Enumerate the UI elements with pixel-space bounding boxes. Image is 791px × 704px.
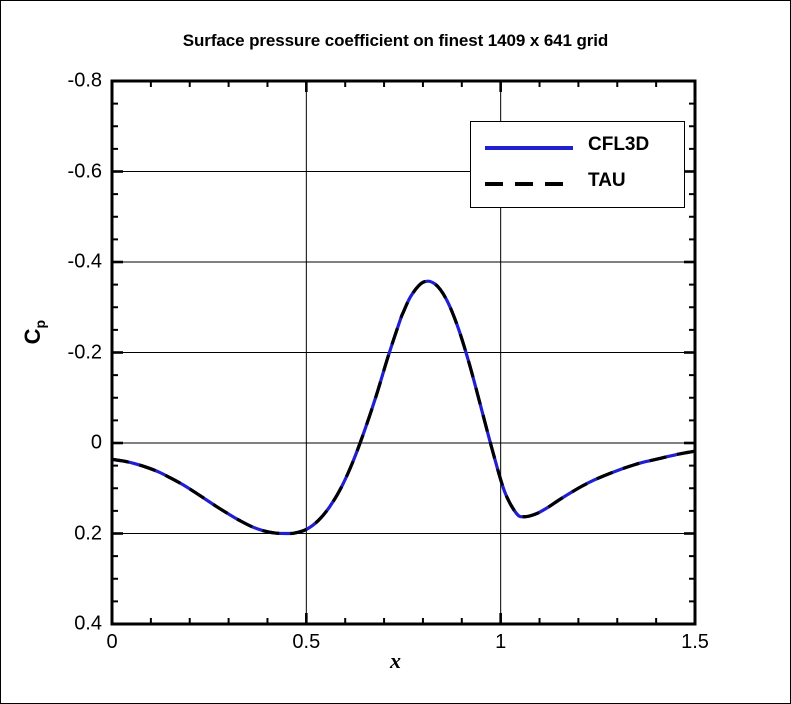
y-tick-label: -0.2 bbox=[67, 341, 102, 363]
legend-swatch-tau bbox=[485, 182, 573, 186]
x-tick-label: 1.5 bbox=[681, 631, 709, 653]
legend-swatch-cfl3d bbox=[485, 146, 573, 150]
x-tick-label: 0 bbox=[106, 631, 118, 653]
x-axis-title: x bbox=[390, 648, 401, 673]
legend-label-tau: TAU bbox=[588, 170, 626, 191]
y-tick-label: -0.6 bbox=[67, 160, 102, 182]
legend-entry-cfl3d[interactable]: CFL3D bbox=[471, 132, 684, 164]
y-axis-title-subscript: p bbox=[32, 319, 49, 329]
y-tick-label: -0.8 bbox=[67, 69, 102, 92]
y-tick-label: 0.2 bbox=[74, 522, 102, 544]
y-tick-label: 0 bbox=[90, 431, 102, 454]
y-axis-title: Cp bbox=[20, 292, 48, 372]
legend-entry-tau[interactable]: TAU bbox=[471, 168, 684, 200]
legend-label-cfl3d: CFL3D bbox=[588, 134, 650, 155]
plot-frame bbox=[110, 79, 697, 626]
y-axis-title-main: C bbox=[19, 328, 45, 345]
x-tick-label: 0.5 bbox=[292, 631, 321, 653]
y-tick-label: -0.4 bbox=[67, 250, 102, 273]
y-tick-label: 0.4 bbox=[74, 612, 102, 635]
x-tick-label: 1 bbox=[495, 631, 507, 653]
chart-title: Surface pressure coefficient on finest 1… bbox=[182, 31, 609, 50]
gridlines bbox=[112, 81, 695, 624]
series-line-tau bbox=[112, 279, 695, 536]
legend[interactable]: CFL3D TAU bbox=[470, 121, 685, 208]
